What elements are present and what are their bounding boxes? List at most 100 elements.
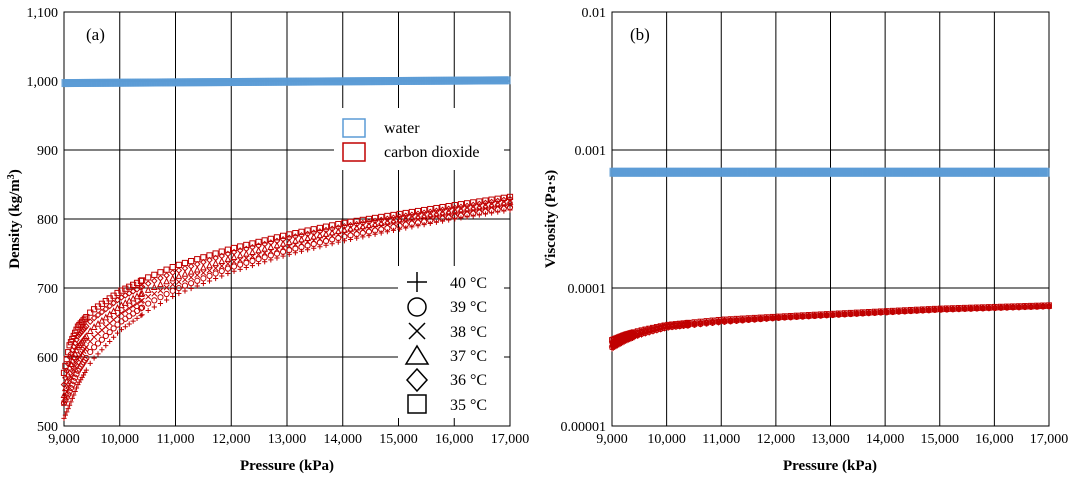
co2-data-point-plus bbox=[403, 225, 409, 231]
co2-data-point-diamond bbox=[353, 220, 360, 228]
co2-data-point-diamond bbox=[292, 233, 299, 240]
co2-viscosity-point bbox=[1028, 302, 1034, 309]
co2-data-point-square bbox=[224, 246, 232, 253]
co2-data-point-plus bbox=[501, 208, 507, 214]
co2-data-point-diamond bbox=[384, 215, 391, 223]
water-viscosity-point bbox=[1044, 167, 1050, 177]
co2-viscosity-point bbox=[775, 313, 782, 320]
water-data-point bbox=[294, 77, 300, 86]
co2-data-point-plus bbox=[482, 211, 489, 217]
co2-data-point-plus bbox=[262, 259, 268, 265]
water-data-point bbox=[350, 77, 356, 86]
co2-data-point-plus bbox=[439, 218, 446, 224]
co2-data-point-triangle bbox=[163, 277, 170, 285]
water-data-point bbox=[199, 78, 205, 87]
water-data-point bbox=[362, 77, 368, 86]
y-tick-label: 0.00001 bbox=[561, 420, 607, 435]
co2-data-point-triangle bbox=[64, 370, 72, 378]
square-marker-icon bbox=[407, 394, 427, 414]
co2-data-point-cross bbox=[194, 272, 201, 279]
water-data-point bbox=[252, 77, 258, 86]
water-data-point bbox=[64, 79, 70, 88]
water-data-point bbox=[332, 77, 338, 86]
co2-data-point-plus bbox=[170, 293, 176, 300]
co2-data-point-plus bbox=[268, 257, 274, 263]
water-data-point bbox=[181, 78, 187, 87]
x-axis-title-a: Pressure (kPa) bbox=[240, 458, 334, 474]
co2-viscosity-point bbox=[1010, 303, 1016, 310]
co2-data-point-triangle bbox=[150, 283, 158, 291]
co2-viscosity-point bbox=[691, 319, 698, 326]
co2-data-point-plus bbox=[122, 324, 128, 330]
co2-data-point-diamond bbox=[110, 299, 117, 307]
co2-data-point-diamond bbox=[365, 218, 373, 226]
co2-viscosity-point bbox=[1046, 302, 1052, 309]
water-data-point bbox=[397, 76, 403, 85]
co2-data-point-circle bbox=[169, 287, 176, 294]
water-data-point bbox=[365, 77, 371, 86]
co2-viscosity-point bbox=[745, 315, 752, 322]
water-data-point bbox=[498, 76, 504, 85]
water-data-point bbox=[81, 78, 87, 87]
co2-data-point-cross bbox=[73, 359, 80, 366]
co2-viscosity-point bbox=[835, 310, 842, 317]
co2-data-point-circle bbox=[181, 282, 189, 289]
diamond-marker-icon bbox=[405, 367, 429, 393]
co2-viscosity-point bbox=[739, 315, 746, 322]
co2-data-point-diamond bbox=[94, 311, 102, 319]
co2-viscosity-point bbox=[685, 319, 692, 326]
co2-viscosity-point bbox=[919, 306, 926, 313]
co2-data-point-triangle bbox=[199, 263, 207, 271]
water-data-point bbox=[101, 78, 107, 87]
co2-data-point-diamond bbox=[77, 329, 85, 337]
co2-data-point-plus bbox=[446, 217, 452, 223]
x-tick-label: 10,000 bbox=[647, 432, 686, 447]
co2-data-point-plus bbox=[464, 214, 470, 220]
water-data-point bbox=[129, 78, 135, 87]
co2-data-point-triangle bbox=[249, 248, 256, 255]
water-data-point bbox=[314, 77, 320, 86]
triangle-marker-icon bbox=[404, 344, 430, 365]
co2-data-point-circle bbox=[175, 284, 182, 292]
water-data-point bbox=[151, 78, 157, 87]
water-data-point bbox=[470, 76, 476, 85]
co2-data-point-plus bbox=[219, 273, 225, 279]
co2-data-point-plus bbox=[347, 236, 354, 243]
water-data-point bbox=[121, 78, 127, 87]
x-tick-label: 13,000 bbox=[811, 432, 850, 447]
co2-data-point-triangle bbox=[137, 290, 145, 297]
co2-data-point-diamond bbox=[371, 217, 379, 225]
density-chart: 9,000 10,000 11,000 12,000 13,000 14,000 15,00… bbox=[6, 6, 529, 474]
co2-data-point-triangle bbox=[224, 255, 232, 262]
water-data-point bbox=[247, 77, 253, 86]
co2-data-point-triangle bbox=[193, 265, 201, 273]
water-data-point bbox=[385, 77, 391, 86]
co2-data-point-diamond bbox=[377, 216, 385, 224]
water-data-point bbox=[347, 77, 353, 86]
water-data-point bbox=[84, 78, 90, 87]
water-data-point bbox=[89, 78, 95, 87]
co2-viscosity-point bbox=[1016, 303, 1022, 310]
co2-data-point-triangle bbox=[267, 243, 275, 250]
water-data-point bbox=[146, 78, 152, 87]
water-data-point bbox=[440, 76, 446, 85]
co2-viscosity-point bbox=[709, 317, 716, 324]
water-data-point bbox=[114, 78, 120, 87]
water-data-point bbox=[493, 76, 499, 85]
co2-data-point-circle bbox=[69, 381, 76, 388]
water-data-point bbox=[272, 77, 278, 86]
co2-viscosity-point bbox=[703, 318, 710, 325]
co2-data-point-circle bbox=[83, 354, 90, 362]
co2-data-point-cross bbox=[163, 284, 170, 291]
co2-data-point-plus bbox=[91, 355, 97, 361]
co2-viscosity-point bbox=[733, 316, 740, 323]
y-tick-label: 0.0001 bbox=[568, 282, 607, 297]
co2-data-point-diamond bbox=[304, 230, 311, 238]
water-data-point bbox=[302, 77, 308, 86]
co2-data-point-cross bbox=[122, 307, 129, 314]
water-data-point bbox=[337, 77, 343, 86]
co2-data-point-plus bbox=[249, 262, 256, 269]
water-data-point bbox=[297, 77, 303, 86]
co2-data-point-square bbox=[304, 227, 311, 234]
co2-viscosity-point bbox=[949, 305, 956, 312]
